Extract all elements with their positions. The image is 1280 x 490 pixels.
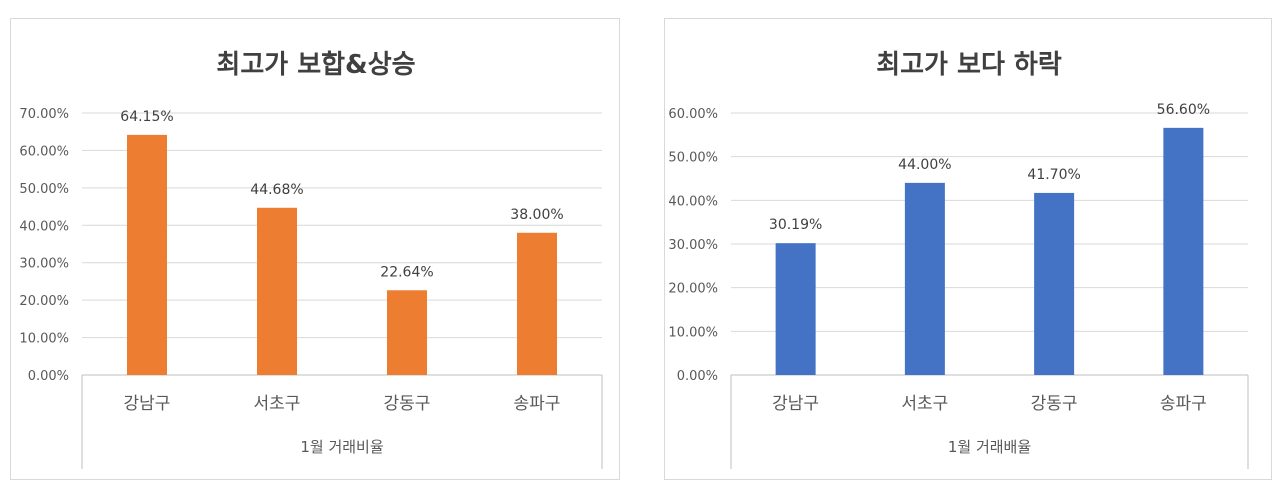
x-group-label: 1월 거래비율 bbox=[300, 438, 383, 456]
bar-2 bbox=[904, 182, 945, 375]
data-label: 56.60% bbox=[1157, 102, 1210, 118]
category-label: 송파구 bbox=[514, 394, 561, 414]
y-tick-label: 60.00% bbox=[19, 144, 69, 159]
chart-panel-left: 최고가 보합&상승 0.00% 10.00% 20.00% 30.00% 40.00% 50… bbox=[10, 18, 620, 480]
y-tick-label: 40.00% bbox=[19, 219, 69, 234]
bar-4 bbox=[517, 232, 557, 375]
category-label: 강동구 bbox=[384, 394, 431, 414]
y-tick-label: 10.00% bbox=[19, 332, 69, 347]
x-group-label: 1월 거래배율 bbox=[948, 438, 1031, 456]
y-tick-label: 30.00% bbox=[668, 238, 718, 253]
category-label: 송파구 bbox=[1160, 394, 1207, 414]
y-tick-label: 20.00% bbox=[19, 294, 69, 309]
y-tick-label: 20.00% bbox=[668, 282, 718, 297]
y-tick-label: 10.00% bbox=[668, 325, 718, 340]
y-tick-label: 50.00% bbox=[19, 182, 69, 197]
category-label: 강동구 bbox=[1031, 394, 1078, 414]
chart-title: 최고가 보합&상승 bbox=[216, 50, 415, 80]
y-tick-label: 0.00% bbox=[28, 369, 69, 384]
y-tick-label: 0.00% bbox=[677, 369, 718, 384]
data-label: 44.68% bbox=[250, 182, 303, 198]
category-label: 서초구 bbox=[901, 394, 948, 414]
data-label: 30.19% bbox=[769, 217, 822, 233]
y-tick-label: 40.00% bbox=[668, 194, 718, 209]
data-label: 44.00% bbox=[898, 157, 951, 173]
y-tick-label: 50.00% bbox=[668, 151, 718, 166]
y-tick-label: 60.00% bbox=[668, 107, 718, 122]
bar-1 bbox=[127, 134, 167, 375]
bar-4 bbox=[1163, 127, 1204, 375]
chart-left-svg: 최고가 보합&상승 0.00% 10.00% 20.00% 30.00% 40.00% 50… bbox=[19, 50, 603, 469]
bar-2 bbox=[257, 207, 297, 375]
data-label: 64.15% bbox=[120, 109, 173, 125]
data-label: 41.70% bbox=[1027, 167, 1080, 183]
bar-3 bbox=[1034, 192, 1075, 375]
y-tick-label: 30.00% bbox=[19, 257, 69, 272]
y-tick-label: 70.00% bbox=[19, 107, 69, 122]
category-label: 강남구 bbox=[124, 394, 171, 414]
bar-3 bbox=[387, 290, 427, 375]
chart-right-svg: 최고가 보다 하락 0.00% 10.00% 20.00% 30.00% 40.00% 50… bbox=[668, 50, 1249, 469]
chart-panel-right: 최고가 보다 하락 0.00% 10.00% 20.00% 30.00% 40.00% 50… bbox=[664, 18, 1272, 480]
category-label: 서초구 bbox=[254, 394, 301, 414]
category-label: 강남구 bbox=[772, 394, 819, 414]
data-label: 22.64% bbox=[380, 264, 433, 280]
data-label: 38.00% bbox=[510, 207, 563, 223]
bar-1 bbox=[775, 243, 816, 375]
chart-title: 최고가 보다 하락 bbox=[876, 50, 1062, 80]
